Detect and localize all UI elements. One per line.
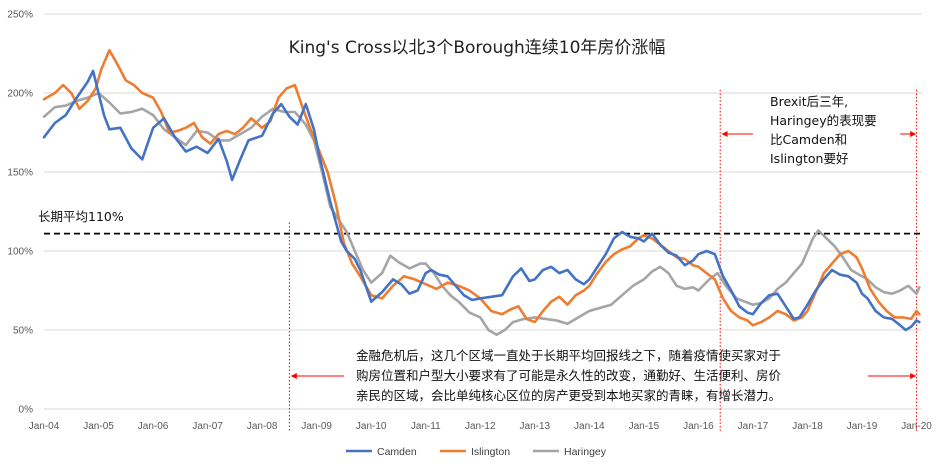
annotation-financial-crisis: 金融危机后，这几个区域一直处于长期平均回报线之下，随着疫情使买家对于购房位置和户… [356, 348, 782, 403]
legend-label: Camden [377, 446, 417, 458]
x-tick-label: Jan-04 [29, 421, 60, 432]
x-tick-label: Jan-17 [738, 421, 769, 432]
x-tick-label: Jan-12 [465, 421, 496, 432]
legend-label: Islington [471, 446, 510, 458]
annotation-brexit-line: Haringey的表现要 [770, 113, 877, 128]
x-tick-label: Jan-16 [683, 421, 714, 432]
y-tick-label: 150% [7, 168, 33, 179]
series-line-camden [42, 69, 921, 332]
legend: Camden Islington Haringey [346, 446, 607, 458]
x-tick-label: Jan-13 [520, 421, 551, 432]
legend-item-camden: Camden [346, 446, 417, 458]
annotation-crisis-line: 金融危机后，这几个区域一直处于长期平均回报线之下，随着疫情使买家对于 [356, 348, 781, 363]
legend-label: Haringey [564, 446, 607, 458]
chart-title: King's Cross以北3个Borough连续10年房价涨幅 [289, 38, 666, 58]
y-tick-label: 100% [7, 247, 33, 258]
y-tick-label: 50% [13, 326, 33, 337]
x-tick-label: Jan-18 [792, 421, 823, 432]
annotation-crisis-line: 购房位置和户型大小要求有了可能是永久性的改变，通勤好、生活便利、房价 [356, 368, 782, 383]
reference-line-label: 长期平均110% [38, 209, 124, 224]
x-tick-label: Jan-19 [847, 421, 878, 432]
x-tick-label: Jan-08 [247, 421, 278, 432]
legend-item-haringey: Haringey [533, 446, 607, 458]
x-axis-tick-labels: Jan-04 Jan-05 Jan-06 Jan-07 Jan-08 Jan-09 Jan-… [29, 421, 933, 432]
annotation-arrows [290, 131, 917, 379]
y-axis-tick-labels: 0% 50% 100% 150% 200% 250% [7, 10, 33, 416]
series-line-islington [42, 49, 921, 327]
series-lines [42, 49, 921, 336]
y-tick-label: 250% [7, 10, 33, 21]
y-tick-label: 0% [19, 405, 34, 416]
x-tick-label: Jan-05 [83, 421, 114, 432]
x-tick-label: Jan-07 [192, 421, 223, 432]
legend-item-islington: Islington [440, 446, 510, 458]
x-tick-label: Jan-09 [301, 421, 332, 432]
annotation-crisis-line: 亲民的区域，会比单纯核心区位的房产更受到本地买家的青睐，有增长潜力。 [356, 388, 781, 403]
gridlines [44, 13, 922, 410]
annotation-brexit-line: Islington要好 [770, 151, 848, 166]
annotation-brexit-line: Brexit后三年, [770, 94, 848, 109]
x-tick-label: Jan-06 [138, 421, 169, 432]
y-tick-label: 200% [7, 89, 33, 100]
event-lines [288, 89, 918, 431]
x-tick-label: Jan-14 [574, 421, 605, 432]
x-tick-label: Jan-11 [411, 421, 441, 432]
x-tick-label: Jan-10 [356, 421, 387, 432]
annotation-brexit-line: 比Camden和 [770, 132, 847, 147]
x-tick-label: Jan-15 [629, 421, 660, 432]
